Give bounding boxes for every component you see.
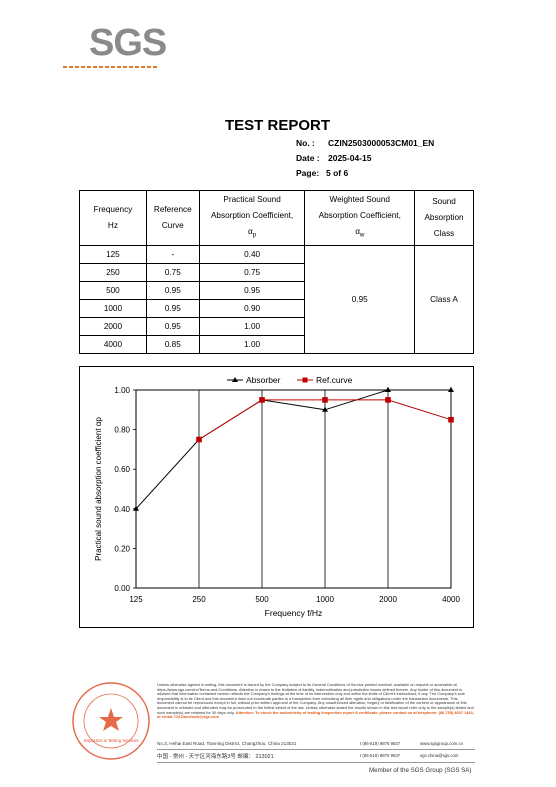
legend-label: Absorber — [246, 375, 281, 385]
y-tick-label: 0.20 — [114, 544, 130, 553]
report-page: Page: 5 of 6 — [296, 168, 348, 178]
footer-web-2: sgs.china@sgs.com — [420, 753, 459, 758]
inspection-stamp: Inspection & Testing Services — [72, 682, 150, 760]
cell-practical: 0.90 — [198, 298, 306, 318]
chart-legend: Absorber Ref.curve — [227, 375, 353, 385]
attention-text: Attention: To check the authenticity of … — [157, 709, 474, 720]
table-row: 250 0.75 0.75 — [79, 262, 474, 282]
header-frequency: Frequency Hz — [79, 190, 147, 246]
cell-frequency: 2000 — [79, 316, 147, 336]
header-weighted: Weighted Sound Absorption Coefficient, αw — [304, 190, 416, 246]
chart-frame — [79, 366, 474, 628]
plot-area — [135, 389, 452, 589]
cell-reference: 0.85 — [145, 334, 200, 354]
cell-practical: 0.40 — [198, 244, 306, 264]
chart-labels: 0.00 0.20 0.40 0.60 0.80 1.00 125 250 500 1000 200… — [94, 386, 460, 618]
x-axis-label: Frequency f/Hz — [265, 608, 323, 618]
x-tick-label: 500 — [255, 595, 269, 604]
y-tick-label: 0.60 — [114, 465, 130, 474]
header-practical: Practical Sound Absorption Coefficient, αp — [198, 190, 306, 246]
cell-practical: 1.00 — [198, 334, 306, 354]
cell-reference: 0.75 — [145, 262, 200, 282]
sgs-logo: SGS — [63, 22, 169, 72]
report-date: Date : 2025-04-15 — [296, 153, 371, 163]
report-date-value: 2025-04-15 — [328, 153, 372, 163]
cell-reference: 0.95 — [145, 316, 200, 336]
series-line-absorber — [135, 389, 451, 510]
absorber-point — [133, 505, 139, 511]
chart-axes — [133, 389, 452, 589]
logo-text: SGS — [89, 22, 167, 64]
table-row: 125 - 0.40 0.95 Class A — [79, 244, 474, 354]
footer-divider — [157, 749, 475, 750]
footer-phone-2: t (86-519) 8876 9637 — [360, 753, 401, 758]
absorber-point — [448, 386, 454, 392]
refcurve-point — [448, 416, 454, 423]
y-axis-label: Practical sound absorption coefficient α… — [94, 417, 103, 561]
table-header-row: Frequency Hz Reference Curve Practical Sou… — [79, 190, 474, 246]
cell-frequency: 125 — [79, 244, 147, 264]
legend-marker — [232, 377, 238, 382]
footer-phone-1: t (86-519) 8876 9637 — [360, 741, 401, 746]
refcurve-point — [385, 397, 391, 403]
x-tick-label: 2000 — [379, 595, 397, 604]
report-number: No. : CZIN2503000053CM01_EN — [296, 138, 434, 148]
refcurve-point — [322, 397, 328, 403]
footer-divider-2 — [157, 762, 475, 763]
table-row: 1000 0.95 0.90 — [79, 298, 474, 318]
refcurve-point — [196, 436, 202, 443]
refcurve-point — [259, 397, 265, 403]
cell-frequency: 250 — [79, 262, 147, 282]
cell-reference: 0.95 — [145, 298, 200, 318]
x-tick-label: 4000 — [442, 595, 460, 604]
cell-reference: - — [145, 244, 200, 264]
footer-web-1: www.sgsgroup.com.cn — [420, 741, 463, 746]
report-title: TEST REPORT — [225, 117, 331, 134]
absorber-point — [322, 406, 328, 412]
cell-practical: 1.00 — [198, 316, 306, 336]
footer-address-en: No.3, Hehai East Road, Tianning District… — [157, 741, 297, 746]
footer-address-cn: 中国 · 常州 · 天宁区河海东路3号 邮编： 213021 — [157, 754, 274, 760]
legend-marker — [302, 377, 308, 383]
y-tick-label: 0.40 — [114, 505, 130, 514]
cell-frequency: 1000 — [79, 298, 147, 318]
stamp-text: Inspection & Testing Services — [84, 738, 139, 743]
chart-series — [133, 386, 454, 511]
report-number-value: CZIN2503000053CM01_EN — [328, 138, 435, 148]
y-tick-label: 0.80 — [114, 426, 130, 435]
x-tick-label: 1000 — [316, 595, 334, 604]
absorption-table: Frequency Hz Reference Curve Practical Sou… — [79, 190, 474, 354]
x-tick-label: 125 — [129, 595, 143, 604]
cell-frequency: 4000 — [79, 334, 147, 354]
absorption-chart: 0.00 0.20 0.40 0.60 0.80 1.00 125 250 500 1000 200… — [94, 375, 460, 618]
footer-disclaimer: Unless otherwise agreed in writing, this… — [157, 682, 475, 720]
header-class: Sound Absorption Class — [414, 190, 474, 246]
y-tick-label: 1.00 — [114, 386, 130, 395]
header-reference: Reference Curve — [145, 190, 200, 246]
legend-label: Ref.curve — [316, 375, 353, 385]
report-page-value: 5 of 6 — [326, 168, 349, 178]
cell-practical: 0.95 — [198, 280, 306, 300]
report-number-label: No. : — [296, 138, 315, 148]
table-row: 2000 0.95 1.00 — [79, 316, 474, 336]
cell-practical: 0.75 — [198, 262, 306, 282]
report-page-label: Page: — [296, 168, 320, 178]
cell-reference: 0.95 — [145, 280, 200, 300]
cell-frequency: 500 — [79, 280, 147, 300]
report-date-label: Date : — [296, 153, 320, 163]
table-row: 4000 0.85 1.00 — [79, 334, 474, 354]
disclaimer-text: Unless otherwise agreed in writing, this… — [157, 682, 474, 715]
x-tick-label: 250 — [192, 595, 206, 604]
cell-weighted-value: 0.95 — [304, 244, 416, 354]
sgs-member-text: Member of the SGS Group (SGS SA) — [369, 767, 472, 774]
logo-underline — [63, 66, 159, 68]
y-tick-label: 0.00 — [114, 584, 130, 593]
absorber-point — [385, 386, 391, 392]
cell-class-value: Class A — [414, 244, 474, 354]
chart-grid — [198, 390, 389, 588]
